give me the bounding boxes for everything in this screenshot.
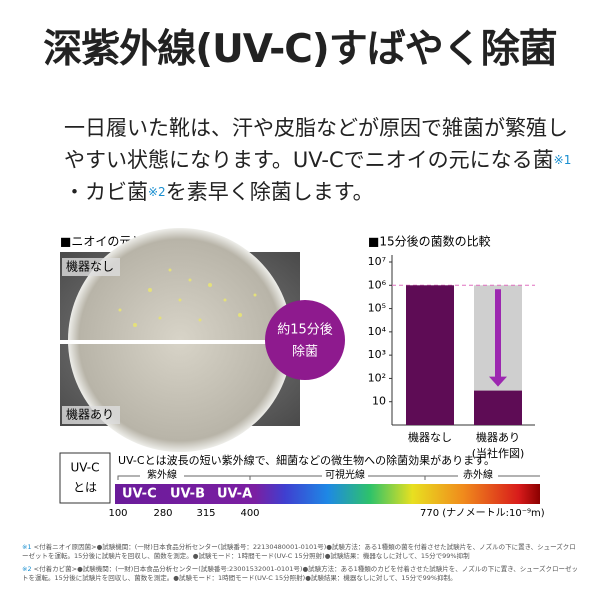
- y-tick-label: 10⁷: [368, 255, 386, 268]
- band-label: UV-A: [217, 487, 252, 502]
- spectrum-description: UV-Cとは波長の短い紫外線で、細菌などの微生物への除菌効果があります。: [118, 453, 495, 467]
- intro: 一日履いた靴は、汗や皮脂などが原因で雑菌が繁殖し やすい状態になります。UV-C…: [64, 112, 571, 208]
- y-tick-label: 10⁵: [368, 302, 386, 315]
- x-tick-label: 機器なし: [408, 430, 452, 444]
- band-label: UV-B: [170, 487, 205, 502]
- y-tick-label: 10³: [368, 348, 386, 361]
- intro-line: 一日履いた靴は、汗や皮脂などが原因で雑菌が繁殖し: [64, 116, 568, 140]
- intro-text: やすい状態になります。UV-Cでニオイの元になる菌: [64, 148, 554, 172]
- colonies: [118, 268, 257, 327]
- footnote-mark: ※1: [22, 543, 32, 551]
- region-label: 可視光線: [325, 468, 365, 481]
- scale-label: 280: [153, 508, 172, 519]
- chart-title: ■15分後の菌数の比較: [368, 234, 491, 249]
- scale-label: 100: [108, 508, 127, 519]
- y-tick-label: 10⁶: [368, 278, 387, 291]
- divider: [60, 340, 300, 344]
- intro-text: を素早く除菌します。: [165, 180, 374, 204]
- bar-chart: 10⁷ 10⁶ 10⁵ 10⁴ 10³ 10² 10 機器なし 機器あり (当社作図): [368, 255, 535, 460]
- note-ref: ※2: [148, 185, 166, 199]
- uvc-label: UV-C: [71, 461, 100, 475]
- y-tick-label: 10²: [368, 371, 386, 384]
- badge-text: 除菌: [292, 345, 318, 360]
- scale-label: 315: [196, 508, 215, 519]
- y-tick-label: 10: [372, 395, 386, 408]
- uvc-box: [59, 452, 111, 504]
- x-tick-label: 機器あり: [476, 430, 520, 444]
- band-label: UV-C: [122, 487, 157, 502]
- title: 深紫外線(UV-C)すばやく除菌: [43, 27, 557, 72]
- badge-text: 約15分後: [277, 323, 333, 338]
- region-label: 紫外線: [147, 468, 177, 481]
- uvc-label: とは: [73, 481, 97, 495]
- scale-label: 400: [240, 508, 259, 519]
- intro-line: ・カビ菌※2を素早く除菌します。: [64, 176, 571, 208]
- chart-note: (当社作図): [472, 446, 525, 460]
- intro-line: やすい状態になります。UV-Cでニオイの元になる菌※1: [64, 144, 571, 176]
- spectrum-bar: [115, 484, 540, 504]
- footnote-mark: ※2: [22, 565, 32, 573]
- badge: [265, 300, 345, 380]
- note-ref: ※1: [553, 153, 572, 167]
- footnote-text: <付着ニオイ原因菌>●試験機関：(一財)日本食品分析センター(試験番号：2213…: [22, 543, 576, 560]
- scale-label: 770 (ナノメートル:10⁻⁹m): [420, 507, 545, 519]
- footnote-text: <付着カビ菌>●試験機関：(一財)日本食品分析センター(試験番号:2300153…: [22, 565, 578, 582]
- bracket: [117, 475, 540, 480]
- y-tick-label: 10⁴: [368, 325, 387, 338]
- intro-text: ・カビ菌: [64, 180, 148, 204]
- photo-label: 機器あり: [66, 407, 114, 422]
- bar: [406, 285, 454, 425]
- footnote: ※2 <付着カビ菌>●試験機関：(一財)日本食品分析センター(試験番号:2300…: [22, 565, 582, 583]
- photo-label: 機器なし: [66, 259, 114, 274]
- arrow: [489, 289, 507, 387]
- footnote: ※1 <付着ニオイ原因菌>●試験機関：(一財)日本食品分析センター(試験番号：2…: [22, 543, 582, 561]
- region-label: 赤外線: [463, 468, 493, 481]
- bar: [474, 390, 522, 425]
